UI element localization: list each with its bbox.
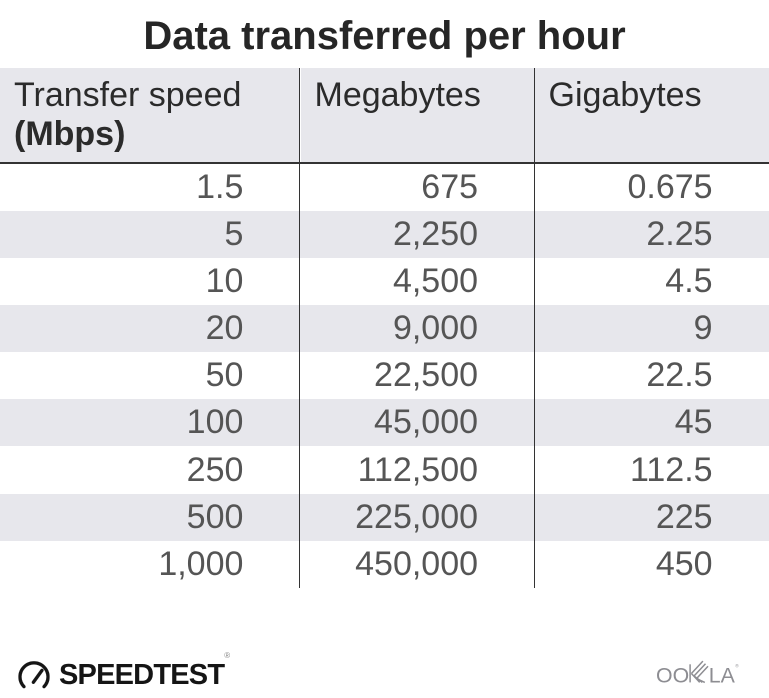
svg-text:OO: OO (656, 663, 689, 687)
svg-text:LA: LA (709, 663, 736, 687)
svg-text:®: ® (735, 663, 739, 669)
